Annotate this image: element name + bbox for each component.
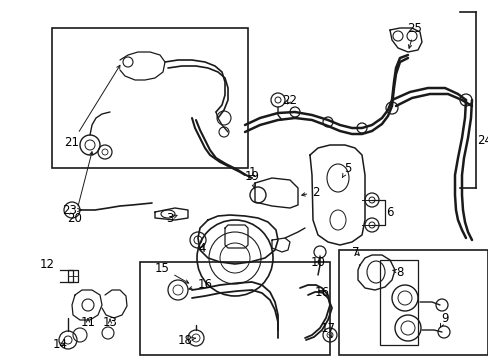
Bar (338, 250, 487, 355)
Text: 25: 25 (407, 22, 422, 48)
Text: 8: 8 (392, 266, 403, 279)
Text: 19: 19 (244, 171, 259, 184)
Text: 14: 14 (52, 338, 67, 351)
Text: 4: 4 (198, 242, 205, 255)
Text: 2: 2 (301, 185, 319, 198)
Text: 16: 16 (188, 279, 212, 292)
Text: 7: 7 (351, 246, 359, 258)
Bar (379, 260, 417, 345)
Text: 24: 24 (476, 134, 488, 147)
Text: 18: 18 (177, 333, 195, 346)
Text: 15: 15 (154, 261, 188, 283)
Text: 21: 21 (64, 65, 120, 149)
Text: 6: 6 (386, 207, 393, 220)
Text: 16: 16 (314, 285, 329, 298)
Text: 11: 11 (81, 315, 95, 328)
Text: 9: 9 (439, 311, 448, 327)
Text: 20: 20 (67, 152, 93, 225)
Text: 1: 1 (248, 166, 255, 188)
Text: 3: 3 (166, 211, 177, 225)
Text: 22: 22 (282, 94, 297, 107)
Text: 13: 13 (102, 315, 117, 328)
Text: 12: 12 (40, 258, 55, 271)
Bar (52, 28, 247, 168)
Text: 5: 5 (342, 162, 351, 177)
Text: 23: 23 (62, 203, 81, 216)
Bar (140, 262, 329, 355)
Text: 17: 17 (320, 321, 335, 337)
Text: 10: 10 (310, 256, 325, 269)
